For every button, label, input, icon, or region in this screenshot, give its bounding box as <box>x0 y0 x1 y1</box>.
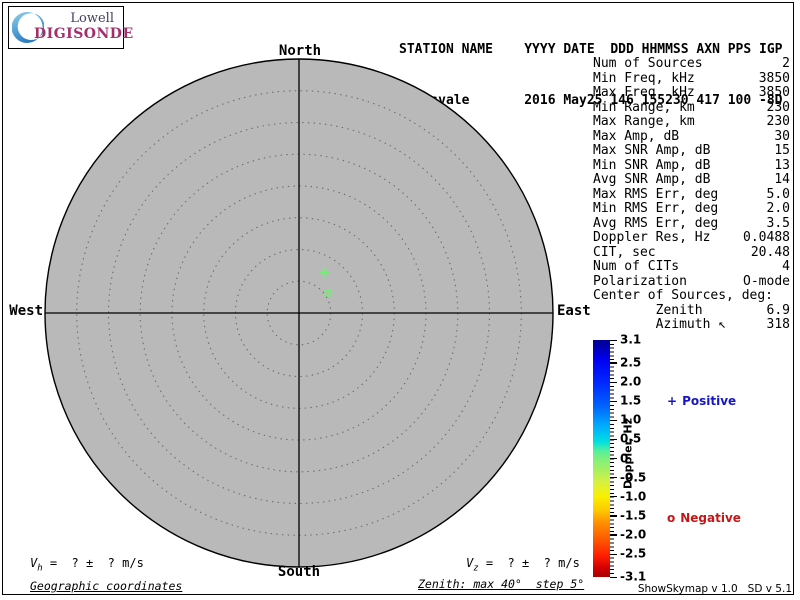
stat-row-center-sources: Center of Sources, deg: <box>593 288 774 303</box>
lowell-digisonde-logo: Lowell DIGISONDE <box>8 6 133 49</box>
header-labels-row: STATION NAME YYYY DATE DDD HHMMSS AXN PP… <box>399 42 783 57</box>
stat-row-max-amp: Max Amp, dB 30 <box>593 128 790 144</box>
coordinate-system-label: Geographic coordinates <box>30 579 183 593</box>
stat-row-max-rms: Max RMS Err, deg 5.0 <box>593 186 790 202</box>
stat-row-num-sources: Num of Sources 2 <box>593 56 790 71</box>
stat-row-zenith: Zenith 6.9 <box>593 302 790 318</box>
skymap-sources <box>319 267 332 297</box>
compass-south-label: South <box>277 564 321 580</box>
vertical-velocity-readout: Vz = ? ± ? m/s <box>466 556 580 574</box>
compass-west-label: West <box>9 303 43 319</box>
logo-digisonde-text: DIGISONDE <box>34 26 134 42</box>
stat-row-avg-snr: Avg SNR Amp, dB 14 <box>593 172 790 187</box>
stat-row-avg-rms: Avg RMS Err, deg 3.5 <box>593 215 790 231</box>
stat-row-doppler-res: Doppler Res, Hz 0.0488 <box>593 230 790 245</box>
app-version-label: ShowSkymap v 1.0 SD v 5.1 <box>637 583 792 595</box>
source-marker-positive <box>319 267 329 277</box>
colorbar-gradient <box>593 340 610 577</box>
positive-plus-icon: + <box>667 394 678 408</box>
legend-positive: + Positive <box>667 394 737 408</box>
stat-row-azimuth: Azimuth ↖ 318 <box>593 317 790 332</box>
stat-row-cit: CIT, sec 20.48 <box>593 244 790 260</box>
legend-negative: o Negative <box>667 511 741 525</box>
stat-row-polarization: Polarization O-mode <box>593 273 790 289</box>
horizontal-velocity-readout: Vh = ? ± ? m/s <box>30 556 144 574</box>
stat-row-min-snr: Min SNR Amp, dB 13 <box>593 157 790 173</box>
colorbar-axis-label: Doppler, Hz <box>621 417 635 490</box>
compass-east-label: East <box>557 303 591 319</box>
logo-lowell-text: Lowell <box>70 11 114 26</box>
stat-row-min-freq: Min Freq, kHz 3850 <box>593 70 790 86</box>
stat-row-min-rms: Min RMS Err, deg 2.0 <box>593 201 790 216</box>
doppler-colorbar: 3.1 2.5 2.0 1.5 1.0 0.5 0 -0.5 -1.0 -1.5… <box>593 333 793 584</box>
stat-row-max-range: Max Range, km 230 <box>593 114 790 129</box>
source-marker-negative <box>324 289 332 297</box>
zenith-scale-note: Zenith: max 40° step 5° <box>418 577 585 591</box>
measurement-stats-panel: Num of Sources 2 Min Freq, kHz 3850 Max Fr… <box>593 56 790 333</box>
stat-row-max-freq: Max Freq, kHz 3850 <box>593 85 790 100</box>
window-border <box>2 2 794 595</box>
logo-crescent-icon <box>12 11 44 44</box>
stat-row-min-range: Min Range, km 230 <box>593 99 790 115</box>
stat-row-num-cits: Num of CITs 4 <box>593 259 790 274</box>
compass-north-label: North <box>278 43 322 59</box>
stat-row-max-snr: Max SNR Amp, dB 15 <box>593 143 790 158</box>
negative-circle-icon: o <box>667 511 676 525</box>
